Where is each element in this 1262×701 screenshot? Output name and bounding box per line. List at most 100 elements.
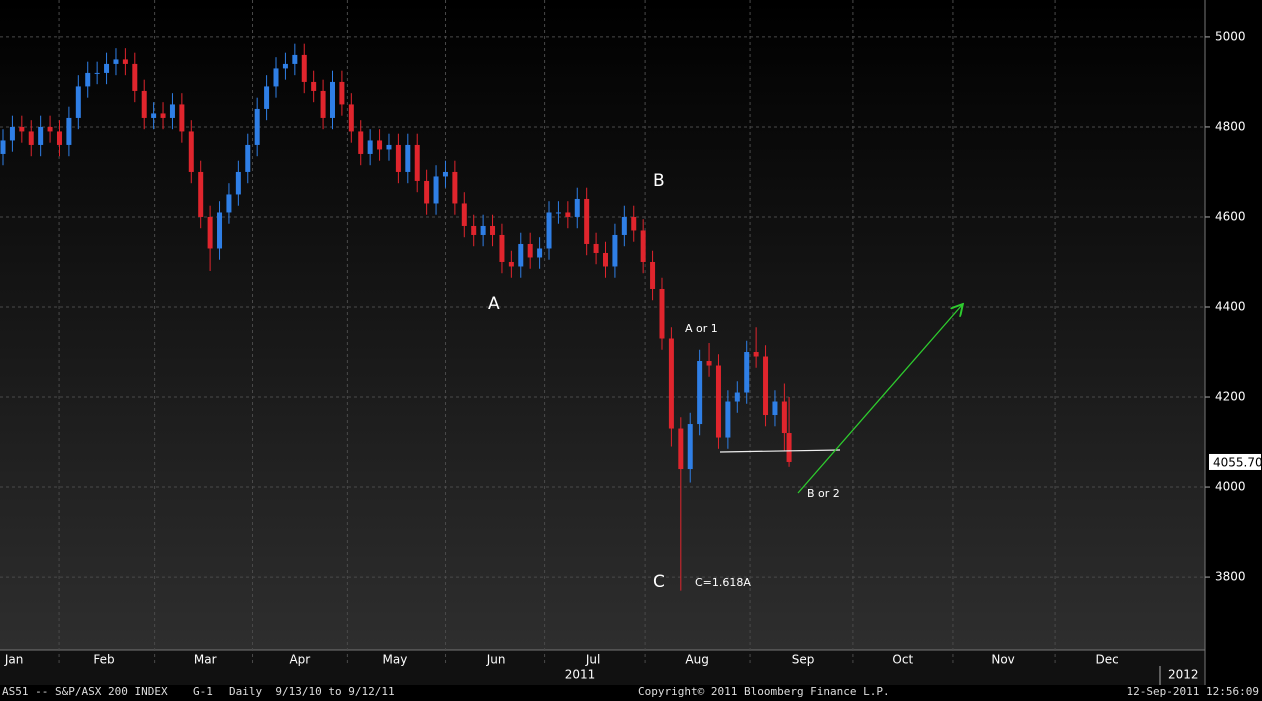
y-tick-label: 4800	[1215, 119, 1246, 133]
candle-body	[292, 54, 298, 64]
x-axis-band	[0, 650, 1205, 685]
candle-body	[273, 68, 279, 87]
candle-body	[358, 131, 364, 154]
candle-body	[9, 126, 15, 141]
candle-body	[631, 216, 637, 231]
candle-body	[687, 424, 693, 470]
candle-body	[38, 126, 44, 145]
candle-body	[94, 72, 100, 74]
candle-body	[471, 225, 477, 235]
candles	[0, 43, 792, 591]
candle-body	[235, 171, 241, 195]
candle-body	[659, 288, 665, 339]
footer-timestamp: 12-Sep-2011 12:56:09	[1127, 685, 1259, 698]
candle-body	[452, 171, 458, 204]
candle-body	[715, 365, 721, 438]
y-tick-label: 4600	[1215, 209, 1246, 223]
annotation: C	[653, 572, 665, 592]
candle-body	[104, 63, 110, 73]
annotation: B or 2	[807, 487, 840, 500]
candle-body	[781, 401, 787, 434]
y-tick-label: 4000	[1215, 480, 1246, 494]
x-tick-label: Jan	[4, 653, 24, 667]
support-line	[719, 449, 841, 453]
x-tick-label: Sep	[792, 653, 815, 667]
candle-body	[0, 140, 6, 154]
last-price-label: 4055.70	[1213, 455, 1262, 469]
x-tick-label: Jun	[486, 653, 506, 667]
x-tick-label: May	[383, 653, 408, 667]
candle-body	[480, 225, 486, 235]
footer-range: Daily 9/13/10 to 9/12/11	[229, 685, 395, 698]
candle-body	[226, 194, 232, 213]
candle-body	[405, 144, 411, 172]
candle-body	[311, 81, 317, 91]
candle-body	[188, 131, 194, 172]
candle-body	[320, 90, 326, 118]
footer-security: AS51 -- S&P/ASX 200 INDEX	[2, 685, 168, 698]
annotation: A	[488, 294, 500, 314]
candle-body	[414, 144, 420, 181]
x-tick-label: Nov	[991, 653, 1014, 667]
candle-body	[424, 180, 430, 204]
candle-body	[207, 216, 213, 249]
candle-body	[47, 126, 53, 132]
y-axis: 3800 4000 4200 4400 4600 4800 5000 Jan Feb Mar Apr…	[4, 29, 1262, 666]
plot-background	[0, 0, 1205, 650]
candle-body	[668, 338, 674, 429]
annotation: C=1.618A	[695, 576, 751, 589]
candle-body	[603, 252, 608, 267]
y-tick-label: 4200	[1215, 390, 1246, 404]
projection-arrow	[797, 305, 962, 494]
candle-body	[640, 230, 646, 262]
candle-body	[282, 63, 288, 69]
candle-body	[19, 126, 25, 132]
candle-body	[772, 401, 778, 416]
x-tick-label: Dec	[1095, 653, 1118, 667]
candle-body	[198, 171, 204, 217]
candle-body	[593, 243, 599, 253]
candle-body	[763, 356, 769, 416]
candle-body	[527, 243, 533, 258]
candle-body	[499, 234, 505, 262]
footer-copyright: Copyright© 2011 Bloomberg Finance L.P.	[638, 685, 890, 698]
candle-body	[490, 225, 496, 235]
candle-body	[786, 433, 792, 462]
candle-body	[132, 63, 138, 91]
x-tick-label: Feb	[93, 653, 114, 667]
candle-body	[122, 59, 128, 64]
candle-body	[518, 243, 524, 267]
candle-body	[744, 352, 750, 393]
candle-body	[386, 144, 392, 150]
candle-body	[160, 113, 166, 118]
candle-body	[28, 131, 34, 145]
candle-body	[151, 113, 157, 118]
candle-body	[348, 104, 354, 132]
candle-body	[565, 212, 571, 217]
candle-body	[461, 203, 467, 226]
candle-body	[706, 361, 712, 366]
candle-body	[217, 212, 223, 249]
candle-body	[442, 171, 448, 177]
candle-body	[56, 131, 62, 145]
candle-body	[433, 176, 439, 204]
grid	[0, 0, 1205, 666]
candle-body	[85, 72, 91, 87]
x-tick-label: Oct	[892, 653, 913, 667]
candle-body	[329, 81, 335, 118]
candle-body	[367, 140, 373, 154]
candle-body	[697, 361, 703, 425]
candle-body	[537, 248, 543, 258]
year-label: 2012	[1168, 668, 1199, 682]
candle-body	[508, 261, 514, 267]
candle-body	[612, 234, 618, 267]
y-tick-label: 3800	[1215, 570, 1246, 584]
year-label: 2011	[565, 668, 596, 682]
candle-body	[254, 108, 260, 145]
candle-body	[66, 117, 72, 145]
footer-page: G-1	[193, 685, 213, 698]
candle-body	[753, 352, 759, 357]
x-tick-label: Jul	[585, 653, 600, 667]
candle-body	[574, 198, 580, 217]
